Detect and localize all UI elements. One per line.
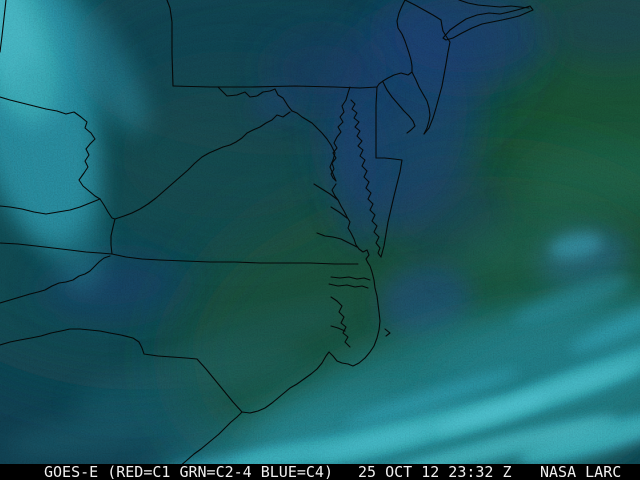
boundary-cape-lookout: [384, 328, 391, 337]
boundary-delaware-river-nj-border: [376, 0, 413, 88]
boundary-delaware-bay-west-shore: [382, 81, 416, 134]
boundary-albemarle-sound-north-shore: [330, 276, 371, 281]
caption-bar: GOES-E (RED=C1 GRN=C2-4 BLUE=C4) 25 OCT …: [0, 464, 640, 480]
state-boundaries-layer: [0, 0, 534, 464]
boundary-rappahannock-river: [313, 183, 339, 201]
boundary-chesapeake-west-shore: [330, 99, 347, 182]
boundary-pennsylvania-west-border: [166, 0, 174, 87]
boundary-md-wv-potomac-border: [217, 86, 293, 112]
boundary-long-island: [442, 5, 534, 41]
boundary-mason-dixon-line: [172, 85, 378, 89]
timestamp-label: 25 OCT 12 23:32 Z: [358, 463, 512, 480]
boundary-delaware-west-border: [375, 86, 378, 159]
boundary-neuse-river: [330, 325, 346, 332]
boundary-tn-nc-border: [0, 255, 111, 304]
boundary-james-river: [316, 232, 358, 248]
boundary-delmarva-atlantic-coast: [380, 159, 403, 258]
boundary-ny-nj-border: [404, 0, 444, 32]
boundary-york-river: [330, 206, 348, 219]
boundary-delaware-south-border: [375, 157, 403, 161]
boundary-carolina-coastline: [181, 262, 381, 464]
boundary-delaware-bay-nj-shore: [411, 71, 431, 135]
satellite-map: [0, 0, 640, 464]
boundary-susquehanna-river: [345, 86, 351, 101]
boundary-ohio-river: [0, 96, 101, 200]
boundary-pamlico-sound-shore: [330, 296, 351, 348]
boundary-potomac-river: [291, 110, 337, 182]
boundary-wv-va-border: [114, 111, 291, 220]
boundary-nc-sc-border: [0, 328, 243, 413]
credit-label: NASA LARC: [540, 463, 622, 480]
boundary-ohio-river-west: [0, 198, 101, 215]
boundary-nj-atlantic-coast: [423, 30, 451, 135]
boundary-ohio-shore-top-left: [0, 0, 7, 53]
boundary-va-tn-nc-border: [0, 242, 359, 265]
film-grain-overlay: [0, 0, 640, 464]
boundary-chesapeake-east-shore: [350, 99, 382, 258]
boundary-li-sound-north-shore: [458, 0, 530, 9]
product-label: GOES-E (RED=C1 GRN=C2-4 BLUE=C4): [44, 463, 333, 480]
boundary-big-sandy-ky-va-border: [99, 198, 116, 255]
boundary-albemarle-sound-south-shore: [328, 283, 369, 289]
